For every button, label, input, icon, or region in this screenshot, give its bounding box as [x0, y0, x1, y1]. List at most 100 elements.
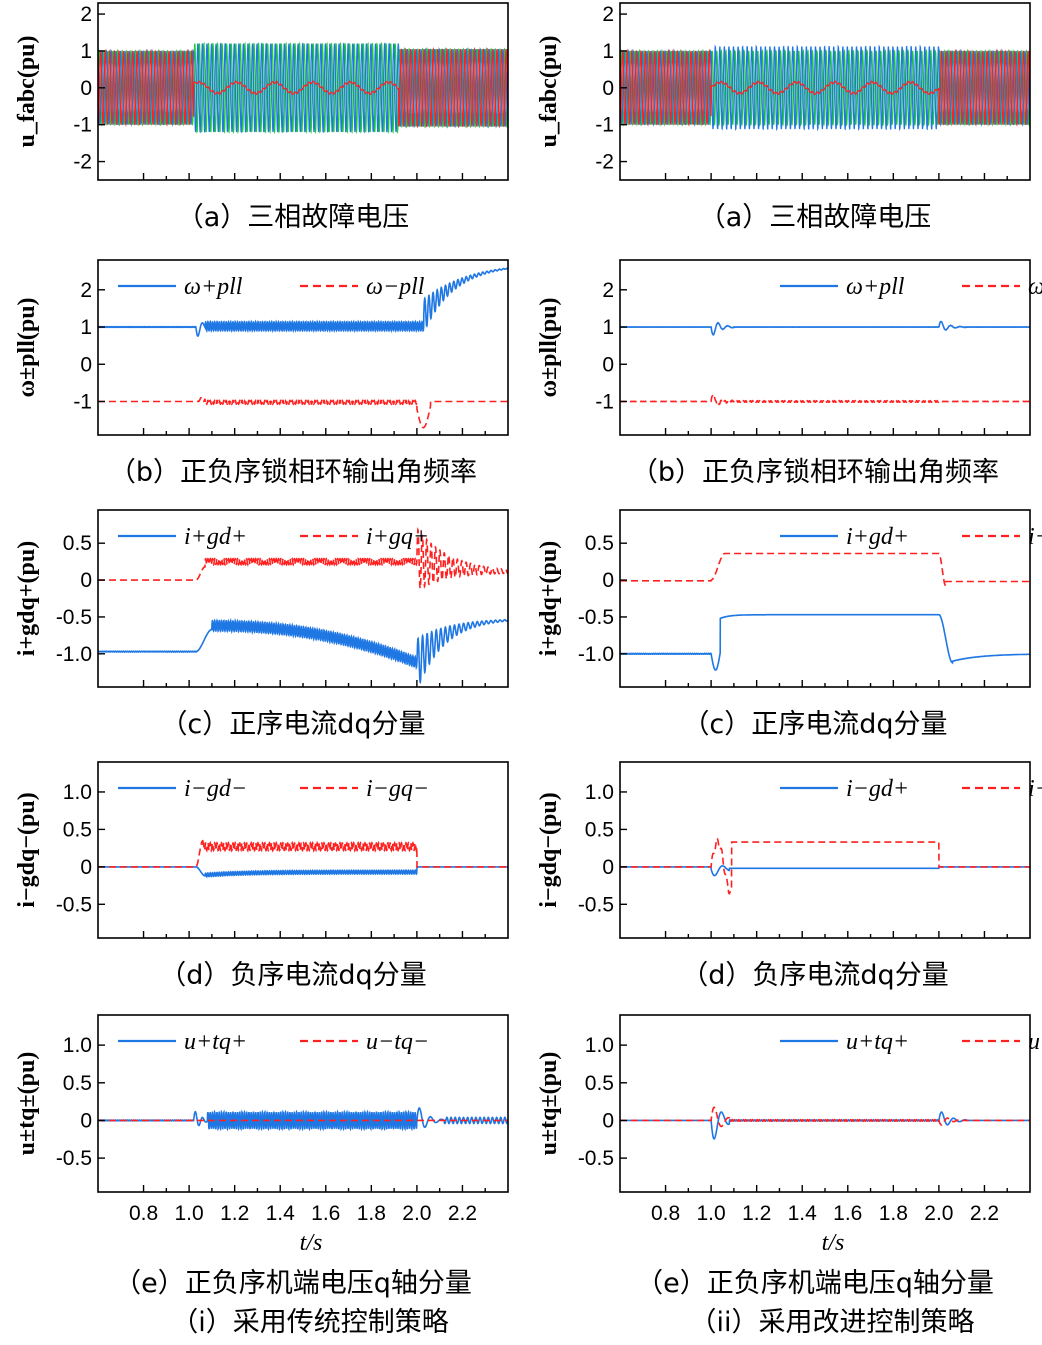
plot-area-d1: [98, 839, 508, 879]
ytick-label-a1-3: -1: [73, 114, 92, 137]
legend-b1: ω+pll ω−pll: [118, 274, 425, 300]
ytick-label-b2-1: 1: [602, 316, 614, 339]
yaxis-label-a2: u_fabc(pu): [536, 35, 562, 147]
ytick-label-c2-0: 0.5: [585, 532, 614, 555]
xtick-label-e1-1: 1.0: [175, 1202, 204, 1225]
panel-caption-e2: （e）正负序机端电压q轴分量: [636, 1268, 994, 1299]
ytick-label-c2-2: -0.5: [578, 606, 614, 629]
xtick-e1-6: 2.0: [402, 1185, 441, 1225]
legend-e2-1-text: u−tq−: [1028, 1029, 1042, 1055]
legend-c2: i+gd+ i+gq+: [780, 524, 1042, 550]
plot-area-c2: [620, 552, 1030, 671]
xtick-a2-4: [847, 173, 872, 180]
xtick-d1-4: [325, 931, 350, 938]
xtick-a2-7: [983, 173, 1008, 180]
yaxis-label-e1: u±tq±(pu): [14, 1052, 40, 1156]
xtick-c2-5: [892, 680, 917, 687]
ytick-label-e1-0: 1.0: [63, 1034, 92, 1057]
ytick-a1-2: 0: [80, 77, 105, 100]
xtick-e2-5: 1.8: [879, 1185, 917, 1225]
yaxis-label-a1: u_fabc(pu): [14, 35, 40, 147]
ytick-label-a1-1: 1: [80, 40, 92, 63]
xtick-d1-1: [188, 931, 213, 938]
yaxis-label-d1: i−gdq−(pu): [14, 792, 40, 907]
ytick-d2-1: 0.5: [585, 818, 627, 841]
ytick-label-b2-3: -1: [595, 390, 614, 413]
series-e2-u−tq−: [620, 1106, 1030, 1128]
xtick-a1-4: [325, 173, 350, 180]
xtick-c2-6: [938, 680, 963, 687]
chart-panel-e1: 1.0 0.5 0 -0.5 0.8 1.0 1.2 1.4 1.6 1.8 2.0 2.2 t/s u±…: [14, 1014, 509, 1299]
xtick-b1-0: [142, 428, 168, 435]
xtick-b1-1: [188, 428, 213, 435]
ytick-label-a2-3: -1: [595, 114, 614, 137]
xtick-label-e1-6: 2.0: [402, 1202, 431, 1225]
panel-caption-a1: （a）三相故障电压: [177, 202, 410, 233]
xtick-b2-0: [664, 428, 690, 435]
ytick-e2-2: 0: [602, 1109, 627, 1132]
yaxis-label-d2: i−gdq−(pu): [536, 792, 562, 907]
xtick-label-e1-0: 0.8: [129, 1202, 158, 1225]
xtick-b1-7: [461, 428, 486, 435]
xtick-label-e2-5: 1.8: [879, 1202, 908, 1225]
xtick-label-e2-7: 2.2: [970, 1202, 999, 1225]
ytick-c1-1: 0: [80, 569, 105, 592]
xtick-label-e1-4: 1.6: [311, 1202, 340, 1225]
xtick-label-e2-0: 0.8: [651, 1202, 680, 1225]
series-d1-i−gq−: [98, 839, 508, 868]
xtick-c2-4: [847, 680, 872, 687]
plot-area-b2: [620, 320, 1030, 407]
ytick-label-b1-2: 0: [80, 353, 92, 376]
xtick-a1-7: [461, 173, 486, 180]
ytick-e2-0: 1.0: [585, 1034, 627, 1057]
panel-caption-a2: （a）三相故障电压: [699, 202, 932, 233]
xtick-e2-3: 1.4: [788, 1185, 826, 1225]
ytick-a1-0: 2: [80, 3, 105, 26]
ytick-label-c1-0: 0.5: [63, 532, 92, 555]
ytick-label-e1-1: 0.5: [63, 1072, 92, 1095]
xtick-a1-2: [233, 173, 259, 180]
xtick-d1-7: [461, 931, 486, 938]
xtick-d2-2: [755, 931, 781, 938]
ytick-label-a2-1: 1: [602, 40, 614, 63]
xtick-label-e1-2: 1.2: [220, 1202, 249, 1225]
legend-c1-1-text: i+gq+: [366, 524, 429, 550]
ytick-b1-3: -1: [73, 390, 105, 413]
panel-caption-d1: （d）负序电流dq分量: [159, 960, 426, 991]
xtick-b1-4: [325, 428, 350, 435]
ytick-a2-2: 0: [602, 77, 627, 100]
xtick-c1-1: [188, 680, 213, 687]
ytick-label-e2-1: 0.5: [585, 1072, 614, 1095]
yaxis-label-c1: i+gdq+(pu): [14, 541, 40, 656]
series-b2-ω−pll: [620, 393, 1030, 407]
series-a1-phase-c: [98, 46, 508, 129]
chart-panel-d1: 1.0 0.5 0 -0.5 i−gdq−(pu) i−gd− i−gq− （d）负序电流dq…: [14, 761, 509, 991]
xtick-e2-6: 2.0: [924, 1185, 963, 1225]
ytick-e2-1: 0.5: [585, 1072, 627, 1095]
xtick-c1-4: [325, 680, 350, 687]
column-caption-ii: （ii）采用改进控制策略: [689, 1307, 974, 1338]
ytick-c2-2: -0.5: [578, 606, 627, 629]
xtick-e2-0: 0.8: [651, 1185, 690, 1225]
xtick-c2-3: [801, 680, 826, 687]
xtick-b1-2: [233, 428, 259, 435]
legend-b2: ω+pll ω−pll: [780, 274, 1042, 300]
series-b2-ω+pll: [620, 320, 1030, 336]
xtick-a1-1: [188, 173, 213, 180]
ytick-b1-1: 1: [80, 316, 105, 339]
xtick-c1-6: [416, 680, 441, 687]
ytick-label-b1-1: 1: [80, 316, 92, 339]
ytick-label-b2-2: 0: [602, 353, 614, 376]
panel-caption-c1: （c）正序电流dq分量: [160, 709, 425, 740]
panel-caption-e1: （e）正负序机端电压q轴分量: [114, 1268, 472, 1299]
ytick-label-d2-1: 0.5: [585, 818, 614, 841]
legend-d2-1-text: i−gq−: [1028, 776, 1042, 802]
xtick-c1-2: [233, 680, 259, 687]
xtick-b2-1: [710, 428, 735, 435]
yaxis-label-c2: i+gdq+(pu): [536, 541, 562, 656]
series-b1-ω+pll: [98, 267, 508, 337]
ytick-b2-1: 1: [602, 316, 627, 339]
xtick-label-e2-3: 1.4: [788, 1202, 818, 1225]
ytick-c1-2: -0.5: [56, 606, 105, 629]
